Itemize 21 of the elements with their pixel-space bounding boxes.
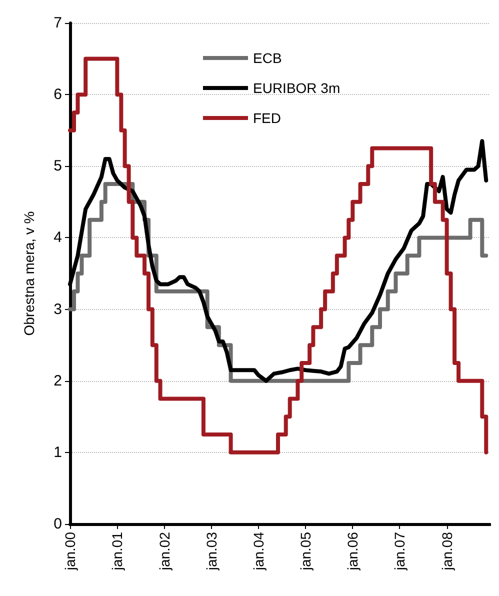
x-tick-label: jan.00 xyxy=(62,532,78,572)
x-tick-label: jan.02 xyxy=(156,532,172,572)
x-tick-label: jan.01 xyxy=(109,532,126,572)
y-axis-title: Obrestna mera, v % xyxy=(21,211,37,336)
y-tick-label: 4 xyxy=(54,229,62,246)
y-tick-label: 0 xyxy=(54,516,62,532)
x-tick-label: jan.05 xyxy=(298,532,314,572)
legend-label: EURIBOR 3m xyxy=(253,80,340,96)
legend-label: FED xyxy=(253,110,281,126)
x-tick-label: jan.04 xyxy=(250,532,266,572)
x-tick-label: jan.06 xyxy=(344,532,361,572)
x-tick-label: jan.08 xyxy=(438,532,455,572)
y-tick-label: 7 xyxy=(54,14,62,32)
legend-label: ECB xyxy=(253,50,282,66)
y-tick-label: 1 xyxy=(54,444,62,461)
y-tick-label: 3 xyxy=(54,300,62,318)
x-tick-label: jan.07 xyxy=(392,532,408,572)
x-tick-label: jan.03 xyxy=(203,532,220,572)
y-tick-label: 6 xyxy=(54,86,62,104)
y-tick-label: 2 xyxy=(54,372,62,390)
y-tick-label: 5 xyxy=(54,158,62,175)
